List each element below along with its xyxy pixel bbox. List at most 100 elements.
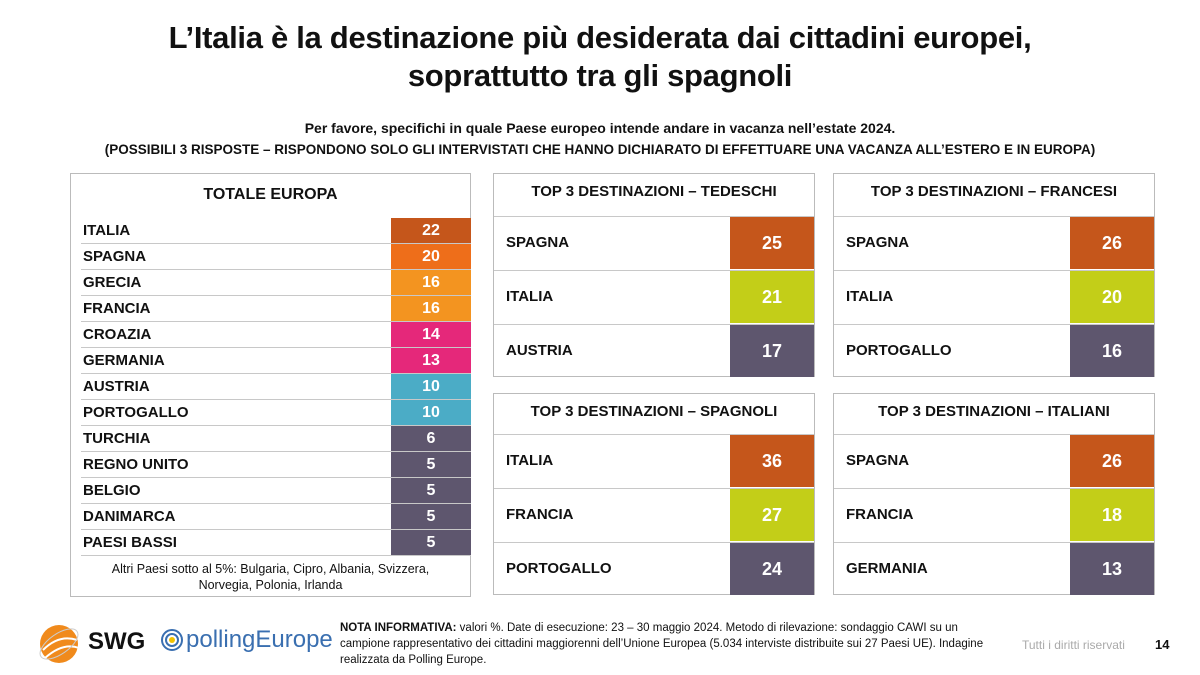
panel-title: TOP 3 DESTINAZIONI – SPAGNOLI <box>530 403 778 420</box>
table-row: GERMANIA 13 <box>834 542 1154 596</box>
totale-europa-table: TOTALE EUROPA ITALIA 22 SPAGNA 20 GRECIA 16 FR… <box>70 173 471 597</box>
value-cell: 13 <box>391 348 471 373</box>
table-row: FRANCIA 16 <box>81 296 471 322</box>
page-number: 14 <box>1155 637 1170 652</box>
value-cell: 36 <box>730 435 814 487</box>
country-label: TURCHIA <box>83 430 151 447</box>
nota-text: valori %. Date di esecuzione: 23 – 30 ma… <box>340 622 984 666</box>
country-label: FRANCIA <box>846 506 914 523</box>
country-label: FRANCIA <box>83 300 151 317</box>
table-row: TURCHIA 6 <box>81 426 471 452</box>
table-row: ITALIA 22 <box>81 218 471 244</box>
value-cell: 10 <box>391 374 471 399</box>
country-label: ITALIA <box>83 222 131 239</box>
panel-title: TOP 3 DESTINAZIONI – ITALIANI <box>878 403 1110 420</box>
value-cell: 21 <box>730 271 814 323</box>
top3-panel: TOP 3 DESTINAZIONI – FRANCESI SPAGNA 26 ITA… <box>833 173 1155 377</box>
country-label: SPAGNA <box>506 234 570 251</box>
country-label: SPAGNA <box>83 248 147 265</box>
country-label: REGNO UNITO <box>83 456 189 473</box>
country-label: ITALIA <box>846 288 894 305</box>
value-cell: 25 <box>730 217 814 269</box>
country-label: PAESI BASSI <box>83 534 177 551</box>
value-cell: 22 <box>391 218 471 243</box>
table-row: REGNO UNITO 5 <box>81 452 471 478</box>
title-line-1: L’Italia è la destinazione più desiderat… <box>168 20 1032 55</box>
table-row: SPAGNA 25 <box>494 216 814 270</box>
rights-text: Tutti i diritti riservati <box>1022 638 1125 652</box>
value-cell: 10 <box>391 400 471 425</box>
country-label: DANIMARCA <box>83 508 176 525</box>
country-label: ITALIA <box>506 288 554 305</box>
top3-panel: TOP 3 DESTINAZIONI – ITALIANI SPAGNA 26 FRA… <box>833 393 1155 595</box>
table-row: DANIMARCA 5 <box>81 504 471 530</box>
country-label: ITALIA <box>506 452 554 469</box>
value-cell: 26 <box>1070 435 1154 487</box>
table-row: SPAGNA 20 <box>81 244 471 270</box>
country-label: GRECIA <box>83 274 142 291</box>
table-row: PORTOGALLO 24 <box>494 542 814 596</box>
question-line-1: Per favore, specifichi in quale Paese eu… <box>304 120 896 136</box>
table-row: CROAZIA 14 <box>81 322 471 348</box>
table-row: FRANCIA 18 <box>834 488 1154 542</box>
value-cell: 16 <box>391 296 471 321</box>
panel-title: TOP 3 DESTINAZIONI – TEDESCHI <box>531 183 777 200</box>
value-cell: 27 <box>730 489 814 541</box>
table-row: GRECIA 16 <box>81 270 471 296</box>
value-cell: 20 <box>1070 271 1154 323</box>
country-label: AUSTRIA <box>506 342 573 359</box>
table-row: AUSTRIA 10 <box>81 374 471 400</box>
swg-globe-logo <box>35 620 83 668</box>
totale-title: TOTALE EUROPA <box>203 186 338 203</box>
footnote-line: Norvegia, Polonia, Irlanda <box>198 578 343 592</box>
table-row: GERMANIA 13 <box>81 348 471 374</box>
nota-informativa: NOTA INFORMATIVA: valori %. Date di esec… <box>340 620 1000 668</box>
table-row: PORTOGALLO 16 <box>834 324 1154 378</box>
table-row: PAESI BASSI 5 <box>81 530 471 556</box>
swg-logo-text: SWG <box>88 628 146 655</box>
table-row: PORTOGALLO 10 <box>81 400 471 426</box>
table-row: SPAGNA 26 <box>834 216 1154 270</box>
country-label: CROAZIA <box>83 326 152 343</box>
country-label: GERMANIA <box>83 352 165 369</box>
value-cell: 17 <box>730 325 814 377</box>
country-label: PORTOGALLO <box>846 342 952 359</box>
footnote: Altri Paesi sotto al 5%: Bulgaria, Cipro… <box>71 561 470 593</box>
table-row: FRANCIA 27 <box>494 488 814 542</box>
value-cell: 6 <box>391 426 471 451</box>
value-cell: 20 <box>391 244 471 269</box>
polling-europe-icon <box>160 628 184 652</box>
value-cell: 14 <box>391 322 471 347</box>
title-line-2: soprattutto tra gli spagnoli <box>407 58 793 93</box>
table-row: ITALIA 21 <box>494 270 814 324</box>
country-label: PORTOGALLO <box>83 404 189 421</box>
value-cell: 5 <box>391 478 471 503</box>
value-cell: 16 <box>1070 325 1154 377</box>
question-line-2: (POSSIBILI 3 RISPOSTE – RISPONDONO SOLO … <box>104 142 1096 157</box>
country-label: GERMANIA <box>846 560 928 577</box>
country-label: SPAGNA <box>846 234 910 251</box>
country-label: PORTOGALLO <box>506 560 612 577</box>
value-cell: 16 <box>391 270 471 295</box>
top3-panel: TOP 3 DESTINAZIONI – SPAGNOLI ITALIA 36 FRA… <box>493 393 815 595</box>
value-cell: 18 <box>1070 489 1154 541</box>
panel-title: TOP 3 DESTINAZIONI – FRANCESI <box>870 183 1118 200</box>
value-cell: 5 <box>391 504 471 529</box>
country-label: AUSTRIA <box>83 378 150 395</box>
top3-panel: TOP 3 DESTINAZIONI – TEDESCHI SPAGNA 25 ITA… <box>493 173 815 377</box>
value-cell: 13 <box>1070 543 1154 595</box>
value-cell: 26 <box>1070 217 1154 269</box>
country-label: BELGIO <box>83 482 141 499</box>
value-cell: 5 <box>391 452 471 477</box>
table-row: ITALIA 36 <box>494 434 814 488</box>
table-row: ITALIA 20 <box>834 270 1154 324</box>
value-cell: 5 <box>391 530 471 555</box>
polling-europe-logo-text: pollingEurope <box>186 626 333 653</box>
footnote-line: Altri Paesi sotto al 5%: Bulgaria, Cipro… <box>111 562 430 576</box>
table-row: SPAGNA 26 <box>834 434 1154 488</box>
table-row: AUSTRIA 17 <box>494 324 814 378</box>
country-label: SPAGNA <box>846 452 910 469</box>
nota-label: NOTA INFORMATIVA: <box>340 622 457 634</box>
country-label: FRANCIA <box>506 506 574 523</box>
value-cell: 24 <box>730 543 814 595</box>
